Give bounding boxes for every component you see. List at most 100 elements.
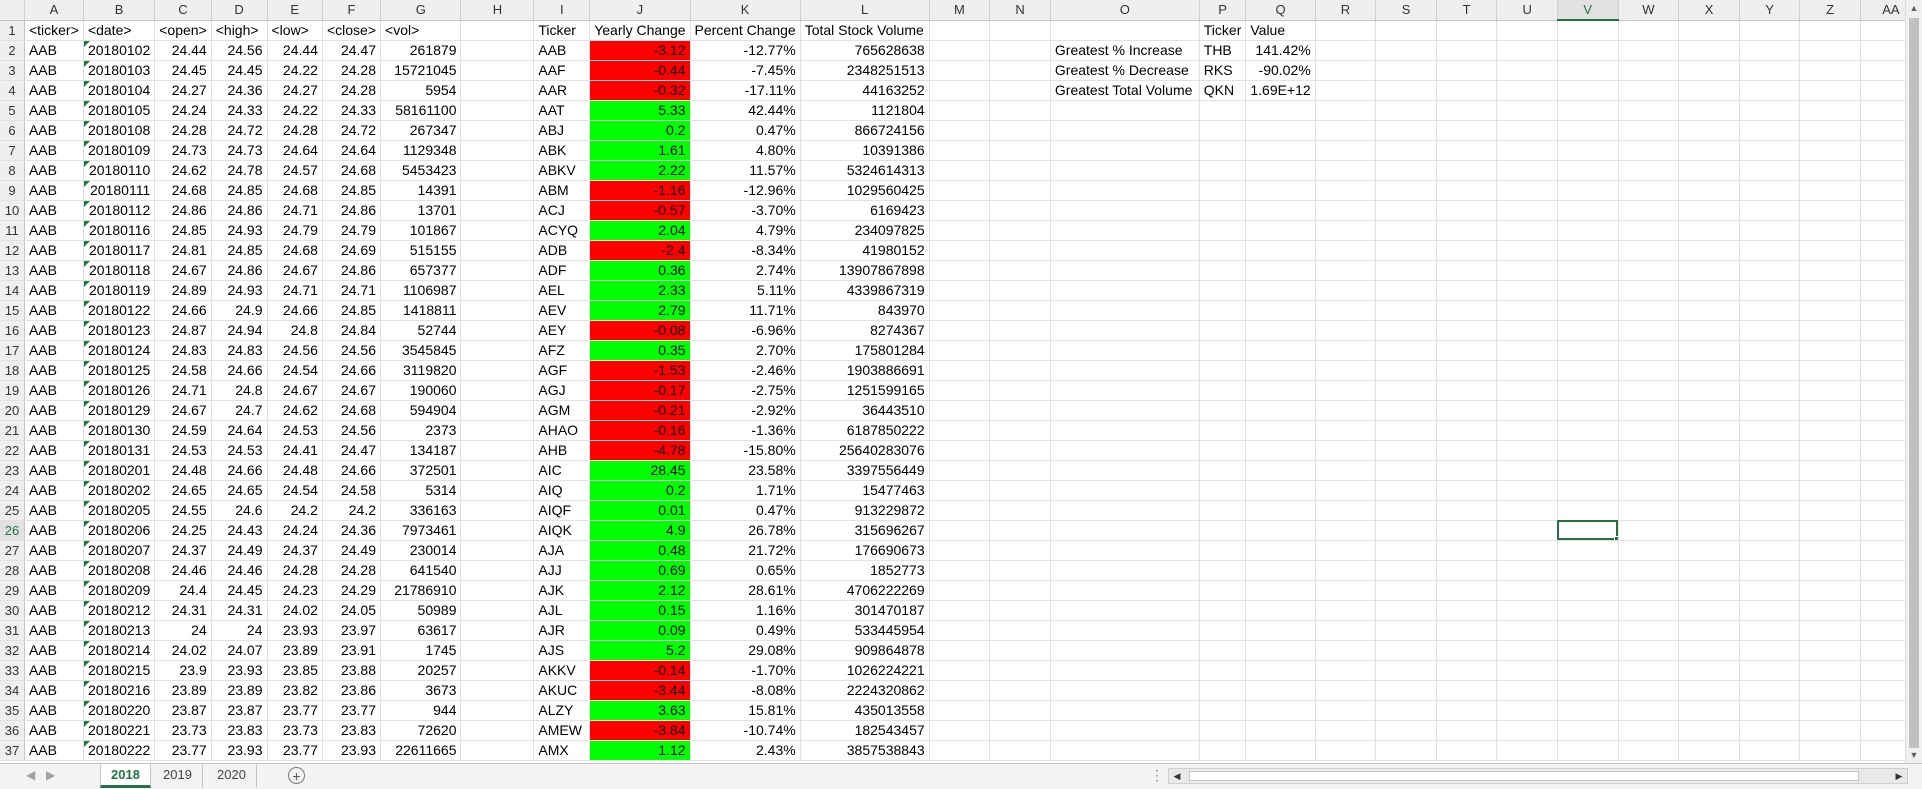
empty-cell[interactable] <box>1678 340 1740 361</box>
empty-cell[interactable] <box>460 300 535 321</box>
empty-cell[interactable] <box>1050 160 1200 181</box>
low-cell[interactable]: 24.54 <box>267 360 323 381</box>
empty-cell[interactable] <box>1799 340 1861 361</box>
empty-cell[interactable] <box>989 60 1051 81</box>
empty-cell[interactable] <box>929 680 991 701</box>
empty-cell[interactable] <box>1678 600 1740 621</box>
empty-cell[interactable] <box>1199 400 1247 421</box>
horizontal-scroll-thumb[interactable] <box>1189 771 1859 781</box>
empty-cell[interactable] <box>1199 360 1247 381</box>
empty-cell[interactable] <box>1739 180 1801 201</box>
greatest-value-cell[interactable]: -90.02% <box>1245 60 1316 81</box>
empty-cell[interactable] <box>1315 720 1377 741</box>
close-cell[interactable]: 24.66 <box>322 360 382 381</box>
date-cell[interactable]: 20180130 <box>83 420 156 441</box>
empty-cell[interactable] <box>1618 620 1680 641</box>
empty-cell[interactable] <box>1557 460 1619 481</box>
summary-ticker-cell[interactable]: AIQK <box>533 520 591 541</box>
empty-cell[interactable] <box>1436 520 1498 541</box>
greatest-value-cell[interactable]: 141.42% <box>1245 40 1316 61</box>
percent-change-cell[interactable]: -12.96% <box>690 180 801 201</box>
high-cell[interactable]: 24.93 <box>211 280 268 301</box>
empty-cell[interactable] <box>1199 640 1247 661</box>
empty-cell[interactable] <box>1678 640 1740 661</box>
empty-cell[interactable] <box>1557 260 1619 281</box>
empty-cell[interactable] <box>1557 100 1619 121</box>
empty-cell[interactable] <box>1050 420 1200 441</box>
high-cell[interactable]: 23.93 <box>211 740 268 761</box>
column-header-a[interactable]: A <box>24 0 84 21</box>
percent-change-cell[interactable]: 0.65% <box>690 560 801 581</box>
column-header-y[interactable]: Y <box>1739 0 1801 21</box>
empty-cell[interactable] <box>1199 700 1247 721</box>
yearly-change-cell[interactable]: -1.16 <box>589 180 691 201</box>
total-volume-cell[interactable]: 15477463 <box>800 480 930 501</box>
empty-cell[interactable] <box>929 600 991 621</box>
empty-cell[interactable] <box>1618 480 1680 501</box>
empty-cell[interactable] <box>460 640 535 661</box>
row-header-10[interactable]: 10 <box>0 200 25 221</box>
total-volume-cell[interactable]: 2224320862 <box>800 680 930 701</box>
open-cell[interactable]: 24 <box>154 620 212 641</box>
empty-cell[interactable] <box>1618 360 1680 381</box>
low-cell[interactable]: 24.68 <box>267 240 323 261</box>
empty-cell[interactable] <box>1739 400 1801 421</box>
empty-cell[interactable] <box>989 720 1051 741</box>
empty-cell[interactable] <box>989 560 1051 581</box>
empty-cell[interactable] <box>1436 200 1498 221</box>
low-cell[interactable]: 24.56 <box>267 340 323 361</box>
empty-cell[interactable] <box>1678 540 1740 561</box>
row-header-36[interactable]: 36 <box>0 720 25 741</box>
empty-cell[interactable] <box>1436 720 1498 741</box>
empty-cell[interactable] <box>1678 300 1740 321</box>
empty-cell[interactable] <box>1739 60 1801 81</box>
empty-cell[interactable] <box>989 500 1051 521</box>
high-cell[interactable]: 24.8 <box>211 380 268 401</box>
empty-cell[interactable] <box>1436 260 1498 281</box>
empty-cell[interactable] <box>1199 260 1247 281</box>
empty-cell[interactable] <box>1618 460 1680 481</box>
empty-cell[interactable] <box>1496 280 1558 301</box>
empty-cell[interactable] <box>1799 400 1861 421</box>
empty-cell[interactable] <box>1557 620 1619 641</box>
volume-cell[interactable]: 267347 <box>380 120 462 141</box>
empty-cell[interactable] <box>1245 700 1316 721</box>
empty-cell[interactable] <box>1436 300 1498 321</box>
empty-cell[interactable] <box>989 260 1051 281</box>
row-header-11[interactable]: 11 <box>0 220 25 241</box>
empty-cell[interactable] <box>989 580 1051 601</box>
row-header-34[interactable]: 34 <box>0 680 25 701</box>
empty-cell[interactable] <box>1245 340 1316 361</box>
close-cell[interactable]: 24.28 <box>322 80 382 101</box>
volume-cell[interactable]: 641540 <box>380 560 462 581</box>
volume-cell[interactable]: 190060 <box>380 380 462 401</box>
high-cell[interactable]: 24.86 <box>211 260 268 281</box>
empty-cell[interactable] <box>1678 680 1740 701</box>
empty-cell[interactable] <box>460 620 535 641</box>
empty-cell[interactable] <box>460 380 535 401</box>
empty-cell[interactable] <box>929 660 991 681</box>
greatest-ticker-cell[interactable]: THB <box>1199 40 1247 61</box>
close-cell[interactable]: 24.56 <box>322 340 382 361</box>
high-cell[interactable]: 24.83 <box>211 340 268 361</box>
empty-cell[interactable] <box>929 120 991 141</box>
empty-cell[interactable] <box>1245 640 1316 661</box>
column-header-c[interactable]: C <box>154 0 212 21</box>
empty-cell[interactable] <box>1739 360 1801 381</box>
empty-cell[interactable] <box>1496 300 1558 321</box>
empty-cell[interactable] <box>1557 220 1619 241</box>
close-cell[interactable]: 24.85 <box>322 180 382 201</box>
greatest-value-cell[interactable]: 1.69E+12 <box>1245 80 1316 101</box>
yearly-change-cell[interactable]: 2.33 <box>589 280 691 301</box>
date-cell[interactable]: 20180102 <box>83 40 156 61</box>
empty-cell[interactable] <box>1678 140 1740 161</box>
empty-cell[interactable] <box>1245 480 1316 501</box>
total-volume-cell[interactable]: 1029560425 <box>800 180 930 201</box>
empty-cell[interactable] <box>1436 120 1498 141</box>
ticker-cell[interactable]: AAB <box>24 160 84 181</box>
vertical-scroll-thumb[interactable] <box>1909 18 1919 748</box>
close-cell[interactable]: 24.2 <box>322 500 382 521</box>
empty-cell[interactable] <box>1375 100 1437 121</box>
volume-cell[interactable]: 58161100 <box>380 100 462 121</box>
empty-cell[interactable] <box>1496 680 1558 701</box>
